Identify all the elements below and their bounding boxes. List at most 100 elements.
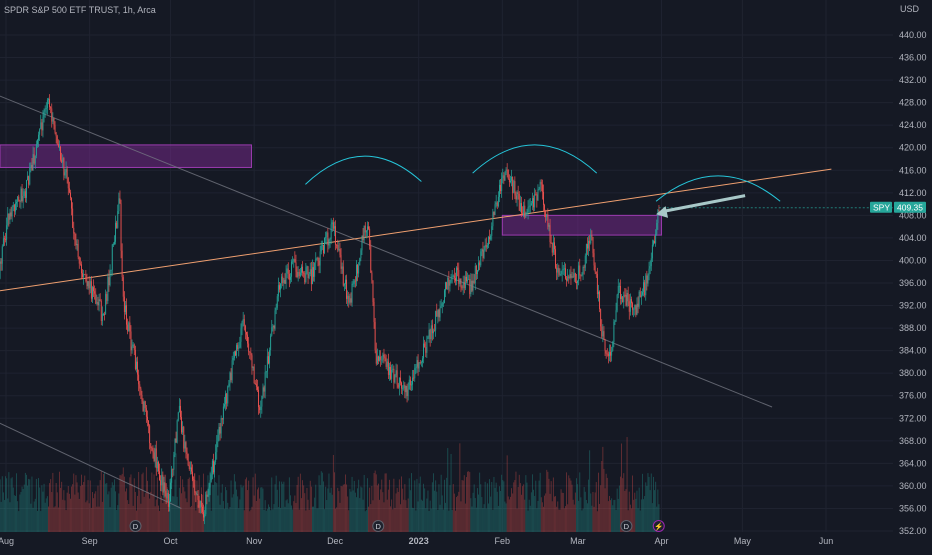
volume-bar bbox=[365, 510, 367, 532]
candle-body bbox=[126, 305, 128, 325]
volume-bar bbox=[563, 508, 565, 532]
volume-bar bbox=[458, 491, 460, 532]
volume-bar bbox=[325, 486, 327, 532]
candle-body bbox=[33, 154, 35, 164]
volume-bar bbox=[400, 504, 401, 532]
volume-bar bbox=[462, 480, 464, 532]
volume-bar bbox=[521, 494, 522, 532]
candle-body bbox=[603, 331, 605, 340]
candle-body bbox=[279, 285, 280, 290]
candle-body bbox=[546, 214, 548, 217]
candle-body bbox=[209, 480, 211, 488]
gray-trendline-lower bbox=[0, 422, 182, 509]
volume-bar bbox=[248, 480, 250, 532]
volume-bar bbox=[309, 480, 311, 532]
candle-body bbox=[0, 261, 2, 264]
price-tick-label: 412.00 bbox=[899, 188, 927, 198]
volume-bar bbox=[8, 472, 10, 532]
symbol-title: SPDR S&P 500 ETF TRUST, 1h, Arca bbox=[4, 5, 156, 15]
candle-body bbox=[254, 382, 256, 385]
candle-body bbox=[197, 494, 199, 500]
volume-bar bbox=[474, 498, 476, 532]
candle-body bbox=[581, 274, 583, 276]
candle-body bbox=[210, 474, 212, 481]
volume-bar bbox=[436, 491, 438, 532]
candle-body bbox=[551, 243, 553, 253]
candle-body bbox=[582, 266, 584, 275]
drawing-annotations bbox=[305, 144, 893, 218]
candle-body bbox=[342, 266, 344, 286]
volume-bar bbox=[269, 506, 271, 532]
volume-bar bbox=[441, 495, 443, 532]
dividend-marker-icon[interactable]: D bbox=[129, 520, 142, 532]
volume-bar bbox=[615, 509, 617, 532]
candle-body bbox=[378, 356, 379, 361]
last-price-label: SPY 409.35 bbox=[870, 201, 926, 213]
time-tick-label: Aug bbox=[0, 536, 14, 546]
candle-body bbox=[411, 384, 412, 386]
volume-bar bbox=[233, 474, 235, 532]
volume-bar bbox=[418, 483, 420, 532]
dividend-marker-icon[interactable]: D bbox=[372, 520, 385, 532]
candle-body bbox=[420, 362, 422, 363]
volume-bar bbox=[470, 498, 472, 532]
volume-bar bbox=[494, 487, 496, 532]
candle-body bbox=[656, 222, 658, 235]
candle-body bbox=[211, 460, 213, 475]
candle-body bbox=[74, 233, 76, 241]
volume-bar bbox=[637, 508, 639, 532]
candle-body bbox=[5, 239, 7, 240]
price-axis[interactable]: 352.00 356.00 360.00 364.00 368.00 372.00 376.… bbox=[899, 30, 927, 536]
candle-body bbox=[596, 273, 598, 295]
candle-body bbox=[56, 136, 58, 145]
volume-bar bbox=[572, 499, 574, 532]
volume-bar bbox=[574, 492, 576, 532]
earnings-flash-icon[interactable]: ⚡ bbox=[652, 520, 665, 532]
event-markers[interactable]: D D D ⚡ bbox=[129, 520, 665, 532]
volume-bar bbox=[430, 508, 432, 532]
candle-body bbox=[425, 346, 427, 353]
candle-body bbox=[314, 262, 316, 277]
volume-bar bbox=[210, 510, 212, 532]
candle-body bbox=[92, 287, 93, 299]
price-tick-label: 360.00 bbox=[899, 481, 927, 491]
volume-bar bbox=[177, 505, 179, 532]
volume-bar bbox=[305, 510, 307, 532]
candle-body bbox=[517, 192, 519, 194]
volume-bar bbox=[533, 489, 535, 532]
volume-bar bbox=[448, 510, 450, 532]
volume-bar bbox=[216, 483, 218, 532]
candle-body bbox=[98, 299, 100, 306]
candle-body bbox=[401, 382, 403, 389]
candle-body bbox=[35, 144, 37, 156]
volume-bar bbox=[159, 511, 161, 532]
volume-bar bbox=[416, 478, 418, 532]
candle-body bbox=[357, 264, 359, 274]
volume-bar bbox=[393, 478, 395, 532]
volume-bar bbox=[195, 510, 197, 532]
candle-body bbox=[265, 371, 267, 373]
candle-body bbox=[522, 213, 524, 215]
price-tick-label: 436.00 bbox=[899, 53, 927, 63]
candle-body bbox=[24, 191, 26, 198]
candle-body bbox=[565, 268, 566, 279]
volume-bar bbox=[228, 509, 230, 532]
volume-bar bbox=[57, 507, 59, 532]
volume-bar bbox=[165, 498, 167, 532]
volume-bar bbox=[526, 482, 528, 532]
dividend-marker-icon[interactable]: D bbox=[620, 520, 633, 532]
time-axis[interactable]: Aug Sep Oct Nov Dec 2023 Feb Mar Apr May Jun bbox=[0, 536, 833, 546]
volume-bar bbox=[130, 474, 132, 532]
candle-body bbox=[103, 314, 104, 315]
volume-bar bbox=[293, 501, 295, 532]
candle-body bbox=[48, 99, 49, 100]
candle-body bbox=[262, 387, 264, 396]
volume-bar bbox=[535, 480, 537, 532]
candle-body bbox=[158, 461, 159, 472]
candle-body bbox=[423, 343, 425, 359]
volume-bar bbox=[537, 500, 539, 532]
volume-bar bbox=[139, 490, 141, 532]
